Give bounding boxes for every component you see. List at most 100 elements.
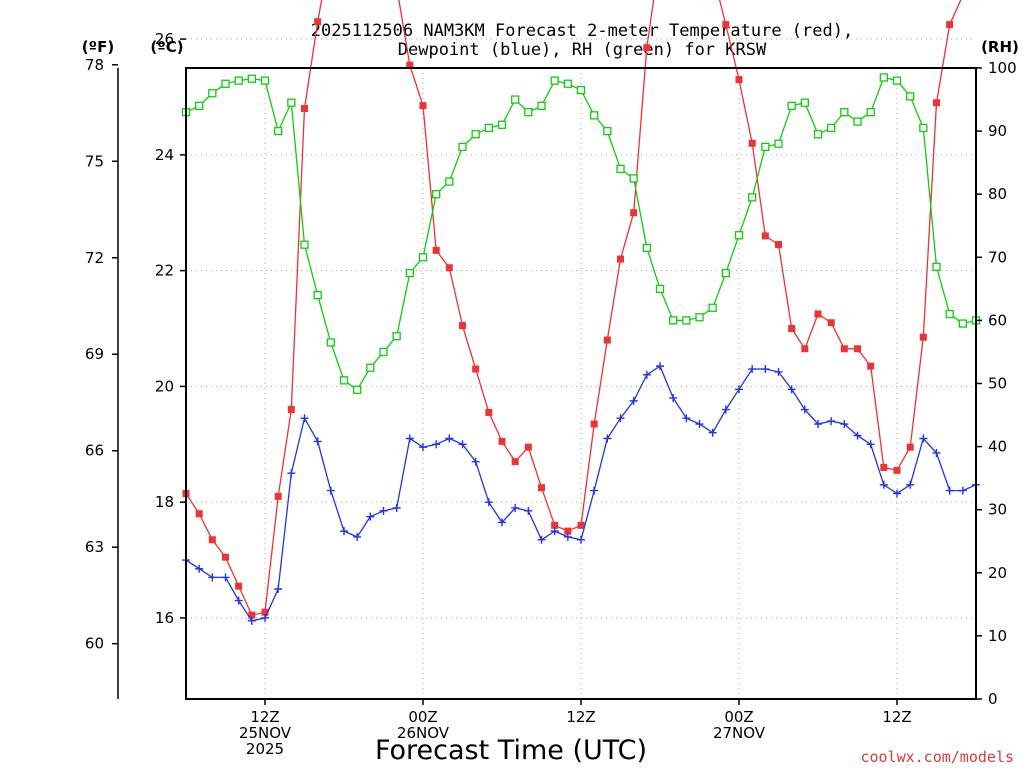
temperature-point (919, 333, 927, 341)
dewpoint-point (432, 440, 441, 449)
rh-point (392, 332, 401, 341)
celsius-tick-label: 26 (155, 30, 174, 48)
rh-tick-label: 100 (988, 59, 1017, 77)
dewpoint-point (616, 414, 625, 423)
temperature-point (287, 406, 295, 414)
rh-point (405, 268, 414, 278)
rh-point (761, 142, 770, 152)
dewpoint-point (919, 434, 928, 443)
dewpoint-point (537, 535, 546, 544)
rh-point (208, 89, 217, 98)
dewpoint-point (577, 535, 585, 544)
dewpoint-point (695, 420, 704, 429)
dewpoint-point (471, 457, 480, 466)
temperature-point (748, 139, 756, 147)
fahrenheit-tick-label: 72 (85, 249, 104, 267)
temperature-point (235, 582, 243, 590)
time-tick-label: 27NOV (713, 724, 766, 742)
dewpoint-point (563, 532, 572, 541)
dewpoint-point (708, 428, 717, 437)
rh-point (853, 117, 862, 126)
rh-point (418, 253, 428, 262)
celsius-tick-label: 20 (155, 377, 174, 395)
rh-series (181, 73, 981, 394)
temperature-point (814, 310, 822, 318)
temperature-point (590, 420, 598, 428)
dewpoint-point (814, 420, 822, 429)
dewpoint-point (642, 370, 651, 379)
temperature-point (827, 319, 835, 327)
temperature-point (840, 345, 848, 353)
dewpoint-point (590, 486, 599, 495)
temperature-point (511, 458, 519, 466)
temperature-point (485, 408, 493, 416)
dewpoint-point (458, 440, 467, 449)
rh-point (879, 73, 888, 82)
temperature-point (498, 437, 506, 445)
fahrenheit-tick-label: 66 (85, 442, 104, 460)
temperature-point (419, 102, 427, 110)
rh-tick-label: 0 (988, 690, 998, 708)
dewpoint-point (300, 414, 309, 423)
rh-point (458, 142, 467, 152)
rh-tick-label: 30 (988, 501, 1007, 519)
dewpoint-point (866, 440, 875, 449)
dewpoint-point (879, 480, 888, 489)
rh-point (300, 240, 309, 249)
rh-point (563, 79, 572, 88)
rh-point (682, 316, 691, 325)
dewpoint-point (827, 417, 836, 426)
celsius-axis: 16182022242628 (155, 30, 186, 627)
rh-point (945, 309, 954, 319)
rh-point (234, 76, 243, 85)
rh-tick-label: 40 (988, 438, 1007, 456)
temperature-point (274, 492, 282, 500)
dewpoint-point (669, 393, 678, 402)
dewpoint-point (524, 506, 533, 515)
dewpoint-point (379, 506, 388, 515)
dewpoint-point (853, 431, 862, 440)
temperature-point (643, 44, 651, 52)
rh-point (734, 231, 744, 240)
rh-point (840, 108, 849, 117)
rh-axis-label: (RH) (981, 38, 1019, 56)
rh-tick-label: 90 (988, 122, 1007, 140)
temperature-point (222, 553, 229, 561)
dewpoint-point (550, 527, 559, 536)
rh-tick-label: 20 (988, 564, 1007, 582)
fahrenheit-tick-label: 69 (85, 345, 104, 363)
dewpoint-point (498, 518, 506, 527)
rh-point (524, 108, 533, 117)
rh-point (655, 284, 665, 294)
fahrenheit-tick-label: 75 (85, 152, 104, 170)
temperature-point (603, 336, 611, 344)
temperature-point (301, 105, 308, 113)
time-tick-label: 12Z (566, 708, 595, 726)
dewpoint-point (353, 532, 362, 541)
rh-point (484, 123, 493, 133)
rh-point (748, 193, 757, 202)
rh-point (616, 164, 625, 174)
rh-point (274, 126, 283, 136)
rh-point (721, 268, 730, 278)
dewpoint-point (405, 434, 414, 443)
fahrenheit-axis-label: (ºF) (82, 38, 114, 56)
dewpoint-point (945, 486, 954, 495)
temperature-point (630, 209, 638, 217)
celsius-axis-label: (ºC) (150, 38, 183, 56)
rh-point (590, 111, 599, 120)
dewpoint-point (511, 503, 520, 512)
rh-point (774, 139, 783, 148)
rh-tick-label: 80 (988, 185, 1007, 203)
dewpoint-point (287, 469, 296, 478)
rh-point (906, 92, 915, 101)
rh-point (919, 123, 928, 133)
temperature-point (854, 345, 861, 353)
fahrenheit-axis: 606366697275788184 (85, 56, 118, 653)
temperature-point (538, 484, 545, 492)
rh-point (550, 76, 559, 85)
rh-point (221, 79, 230, 88)
rh-point (708, 303, 717, 312)
rh-point (339, 376, 349, 385)
